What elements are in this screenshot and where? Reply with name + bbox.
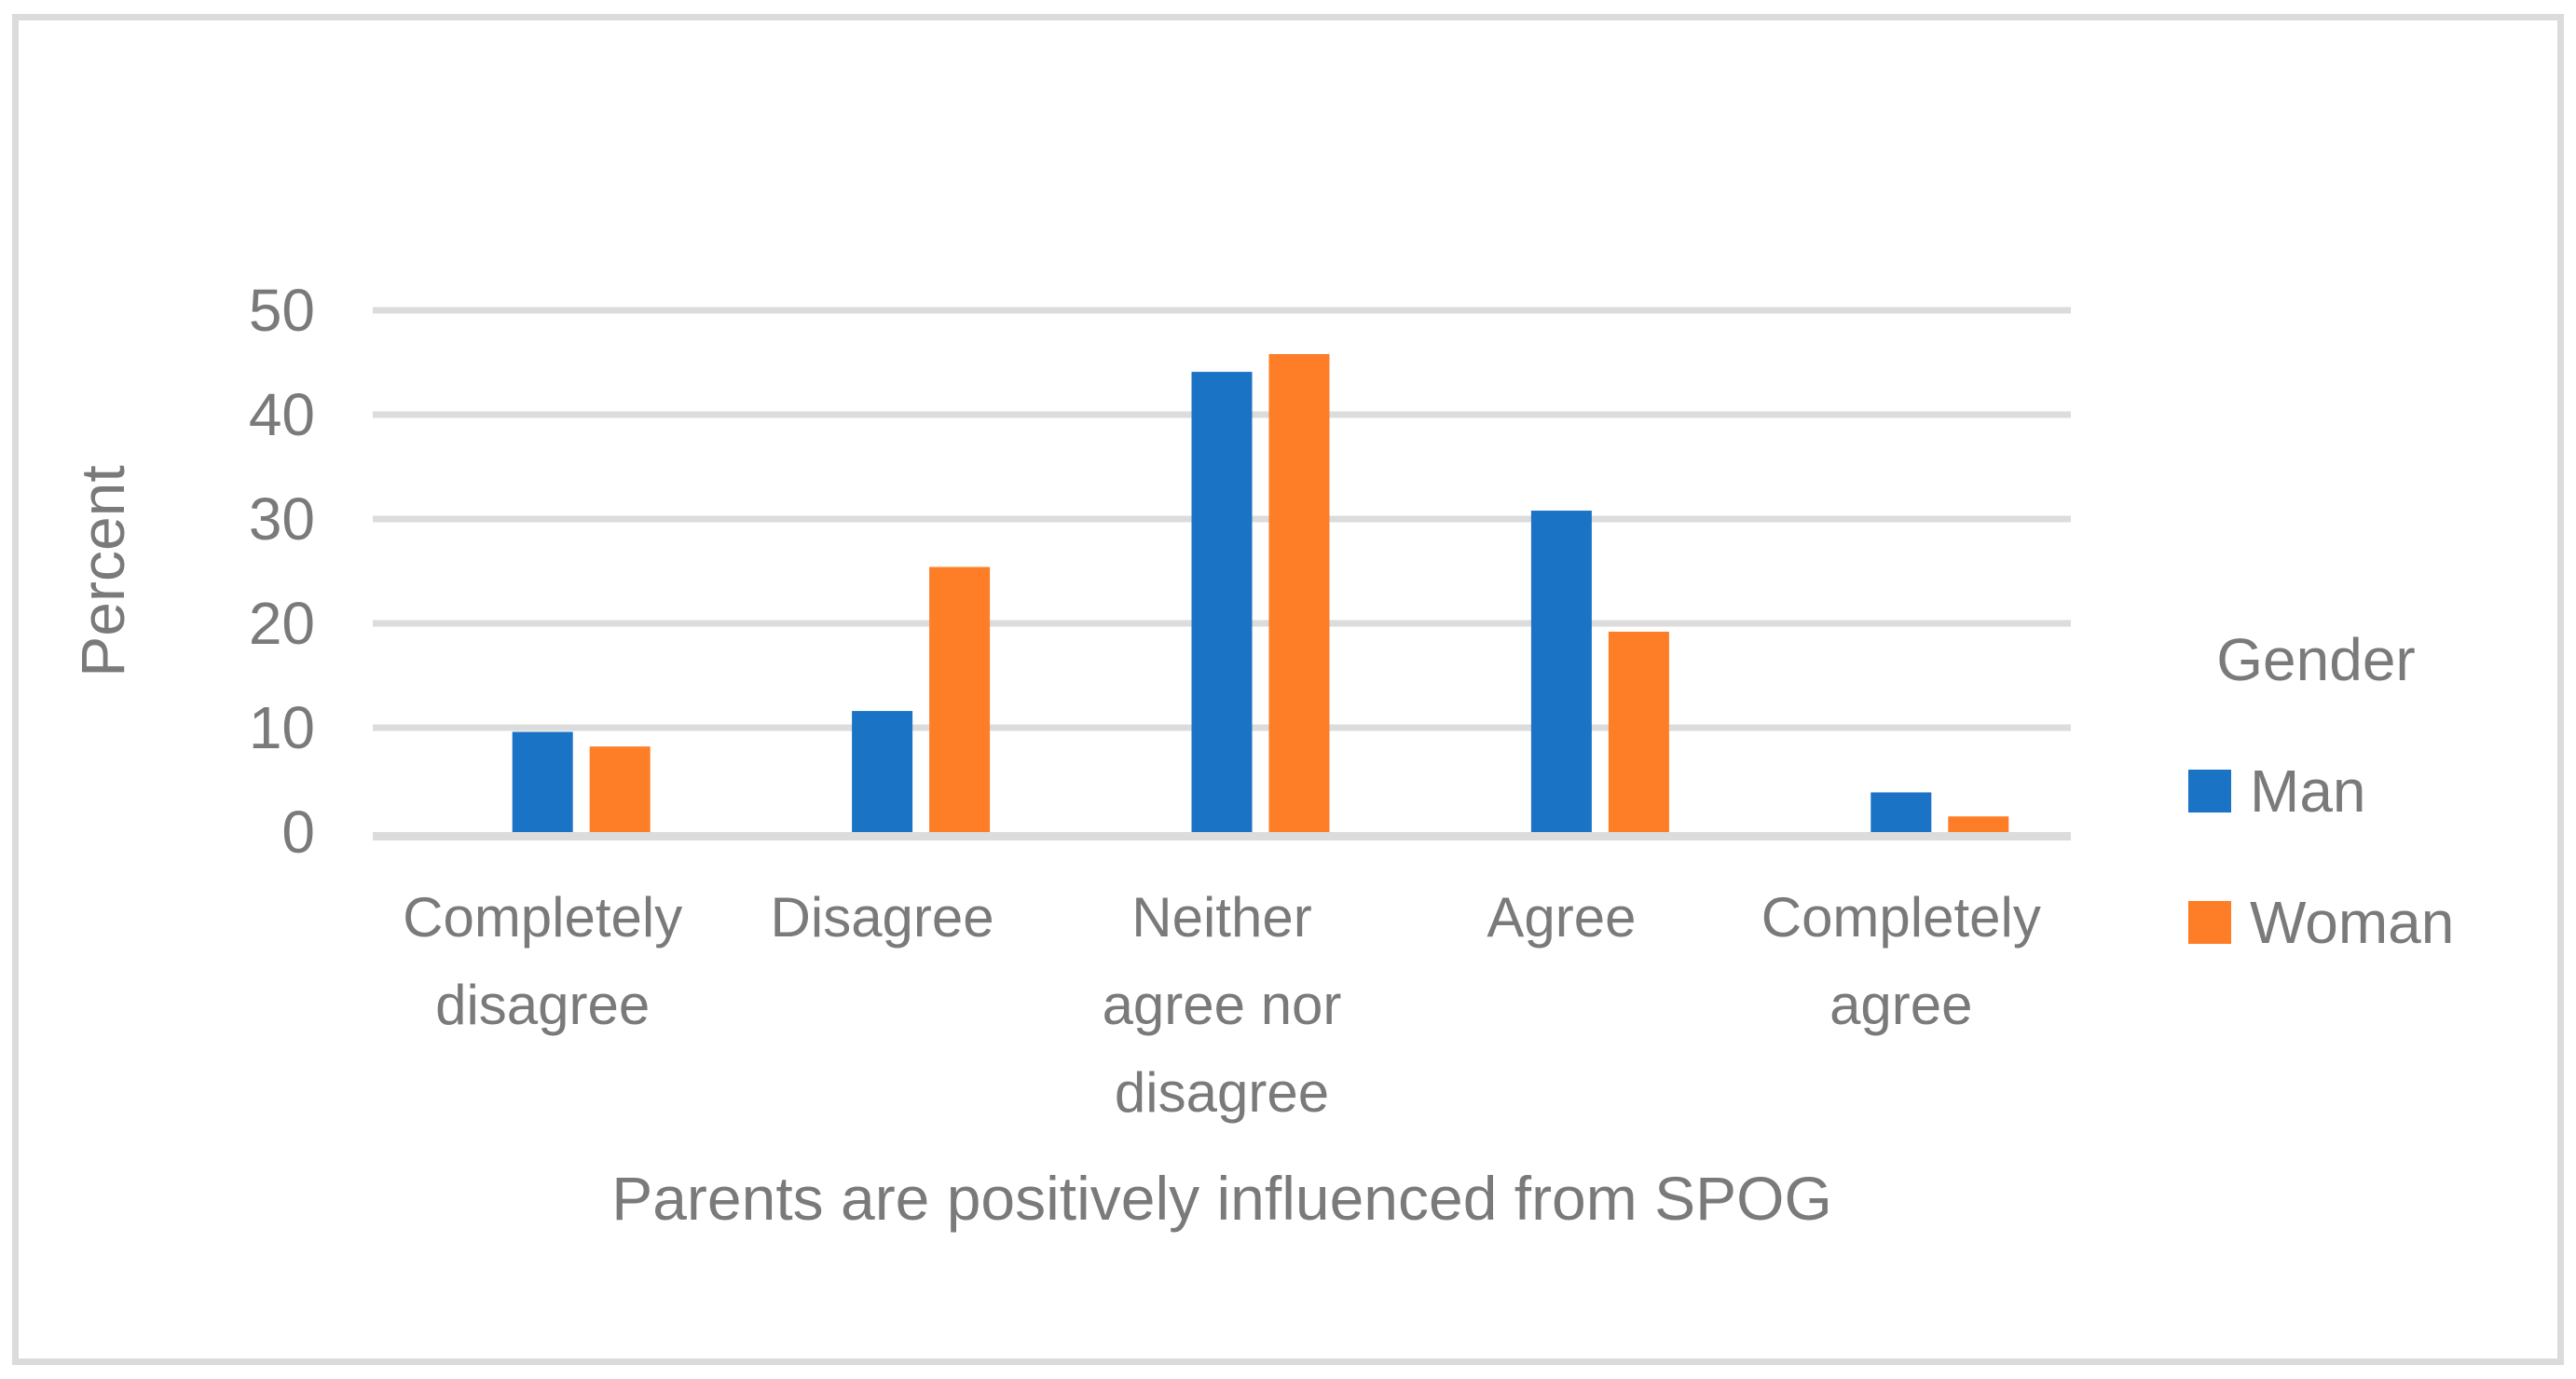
bar-man-2 xyxy=(1191,372,1253,832)
y-tick-label-0: 0 xyxy=(281,799,315,866)
category-label-1: Disagree xyxy=(770,886,994,949)
legend-item-woman: Woman xyxy=(2172,889,2544,956)
category-label-4: Completely agree xyxy=(1761,886,2041,1036)
bar-woman-3 xyxy=(1608,631,1669,832)
category-label-3: Agree xyxy=(1487,886,1637,949)
bar-woman-1 xyxy=(929,567,991,832)
bar-man-4 xyxy=(1870,792,1932,832)
y-tick-label-40: 40 xyxy=(248,381,315,448)
bar-man-3 xyxy=(1530,511,1592,832)
legend-items: Man Woman xyxy=(2172,758,2544,956)
category-label-2: Neither agree nor disagree xyxy=(1102,886,1342,1124)
y-tick-label-30: 30 xyxy=(248,485,315,553)
category-label-0: Completely disagree xyxy=(403,886,683,1036)
legend-label-woman: Woman xyxy=(2250,889,2455,956)
y-tick-label-10: 10 xyxy=(248,694,315,761)
legend-swatch-woman-icon xyxy=(2188,901,2231,944)
y-tick-label-50: 50 xyxy=(248,277,315,344)
bar-woman-4 xyxy=(1948,816,2009,832)
legend: Gender Man Woman xyxy=(2172,626,2544,956)
x-axis-title: Parents are positively influenced from S… xyxy=(611,1164,1832,1233)
legend-item-man: Man xyxy=(2172,758,2544,825)
bar-woman-2 xyxy=(1268,354,1330,832)
bar-man-0 xyxy=(512,731,573,832)
legend-title: Gender xyxy=(2216,626,2416,693)
bar-woman-0 xyxy=(589,746,651,832)
y-tick-label-20: 20 xyxy=(248,590,315,657)
bar-man-1 xyxy=(852,711,913,832)
legend-label-man: Man xyxy=(2250,758,2366,825)
legend-swatch-man-icon xyxy=(2188,770,2231,812)
